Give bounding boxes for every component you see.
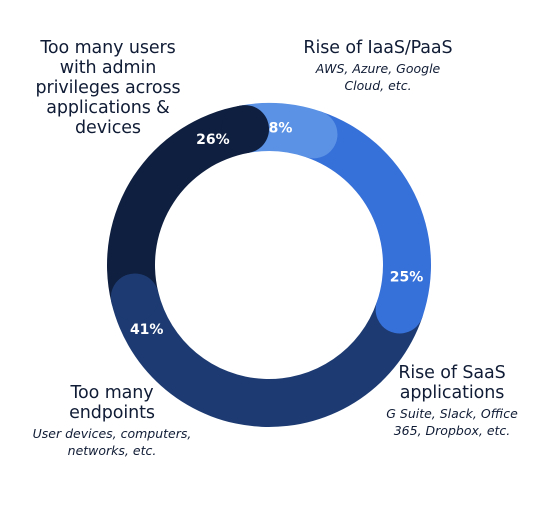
label-saas-title: Rise of SaaS applications [398,363,506,403]
label-saas-sub: G Suite, Slack, Office 365, Dropbox, etc… [386,406,518,438]
label-iaas-paas: Rise of IaaS/PaaS AWS, Azure, Google Clo… [288,38,468,94]
data-label-admin: 26% [196,132,230,148]
label-admin-privileges-title: Too many users with admin privileges acr… [35,38,181,138]
donut-segment-saas-cap [375,285,424,334]
donut-segment-endpoints [111,291,423,428]
donut-segment-admin [106,105,250,304]
label-admin-privileges: Too many users with admin privileges acr… [18,38,198,140]
label-endpoints-title: Too many endpoints [69,383,155,423]
donut-segment-saas [305,111,432,318]
donut-segment-endpoints-cap [110,273,159,322]
donut-segment-admin-cap [221,105,270,154]
label-endpoints: Too many endpoints User devices, compute… [12,383,212,459]
donut-segment-iaas-cap [289,110,338,159]
data-label-endpoints: 41% [130,322,164,338]
data-label-iaas: 8% [269,120,293,136]
label-saas: Rise of SaaS applications G Suite, Slack… [372,363,532,439]
label-endpoints-sub: User devices, computers, networks, etc. [32,426,192,458]
data-label-saas: 25% [390,270,424,286]
label-iaas-paas-title: Rise of IaaS/PaaS [303,38,453,58]
label-iaas-paas-sub: AWS, Azure, Google Cloud, etc. [315,61,441,93]
